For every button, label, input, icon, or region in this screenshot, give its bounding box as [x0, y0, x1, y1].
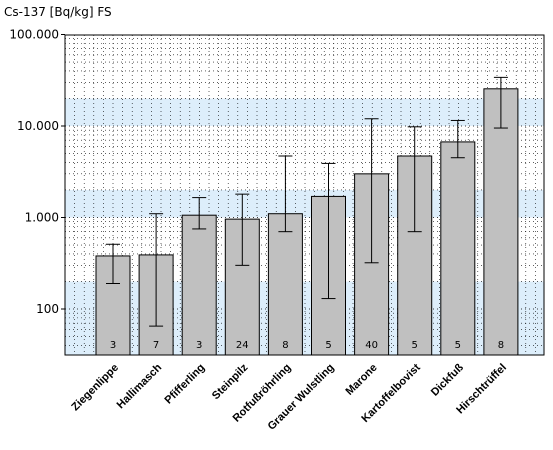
- error-bars: [106, 76, 508, 327]
- sample-count-5: 8: [282, 340, 288, 351]
- sample-count-3: 3: [196, 340, 202, 351]
- sample-count-4: 24: [236, 340, 249, 351]
- category-label-7: Marone: [344, 362, 380, 398]
- plot-frame: [64, 34, 545, 356]
- sample-count-1: 3: [110, 340, 116, 351]
- y-axis-ticks: 100 1.000 10.000 100.000: [9, 28, 65, 316]
- y-tick-label: 1.000: [25, 211, 59, 225]
- y-axis-title: Cs-137 [Bq/kg] FS: [4, 5, 112, 19]
- category-label-1: Ziegenlippe: [69, 362, 121, 414]
- y-tick-label: 10.000: [17, 119, 59, 133]
- band-2: [65, 35, 544, 99]
- sample-count-6: 5: [325, 340, 331, 351]
- category-label-4: Steinpilz: [210, 361, 251, 402]
- category-label-2: Hallimasch: [115, 361, 165, 411]
- bar-9: [440, 141, 476, 356]
- sample-count-10: 8: [498, 340, 504, 351]
- bars: [95, 88, 519, 356]
- bar-5: [267, 213, 303, 356]
- sample-count-9: 5: [455, 340, 461, 351]
- bar-10: [483, 88, 519, 356]
- y-tick-label: 100: [36, 302, 59, 316]
- sample-count-labels: 3 7 3 24 8 5 40 5 5 8: [110, 340, 504, 351]
- bar-3: [181, 214, 217, 356]
- sample-count-2: 7: [153, 340, 159, 351]
- y-tick-label: 100.000: [9, 28, 59, 42]
- sample-count-7: 40: [365, 340, 378, 351]
- sample-count-8: 5: [412, 340, 418, 351]
- category-label-3: Pfifferling: [163, 362, 208, 407]
- category-label-9: Dickfuß: [429, 361, 466, 398]
